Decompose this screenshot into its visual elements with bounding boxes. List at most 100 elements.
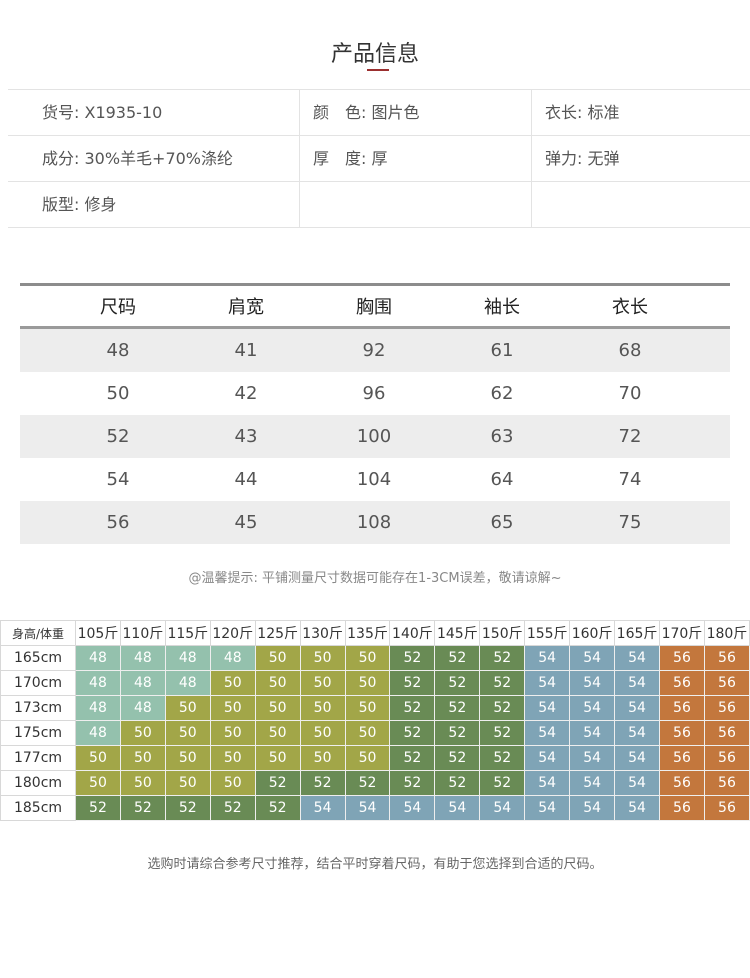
size-cell: 52 [479,720,526,746]
size-cell: 54 [614,645,660,671]
size-cell: 104 [356,469,392,490]
size-cell: 54 [389,795,436,821]
size-cell: 50 [164,770,211,796]
weight-label: 125斤 [254,620,301,646]
size-cell: 52 [254,770,301,796]
size-cell: 50 [209,770,256,796]
size-cell: 45 [234,512,258,533]
info-cell [300,182,532,227]
size-cell: 54 [569,645,616,671]
size-cell: 75 [618,512,642,533]
info-cell [532,182,750,227]
size-cell: 56 [703,670,750,696]
size-cell: 52 [479,745,526,771]
size-cell: 52 [434,720,481,746]
size-cell: 52 [209,795,256,821]
size-cell: 48 [75,695,121,721]
size-row: 48 41 92 61 68 [20,329,730,372]
size-cell: 56 [703,770,750,796]
size-cell: 50 [164,720,211,746]
info-cell: 成分: 30%羊毛+70%涤纶 [8,136,300,181]
weight-label: 130斤 [299,620,346,646]
size-cell: 54 [524,795,571,821]
weight-label: 160斤 [569,620,616,646]
height-row: 173cm 48 48 50 50 50 50 50 52 52 52 54 54 54 56 56 [0,695,750,721]
weight-label: 155斤 [524,620,571,646]
size-cell: 50 [299,745,346,771]
size-cell: 48 [119,695,166,721]
size-cell: 52 [389,745,436,771]
size-cell: 52 [434,670,481,696]
size-cell: 92 [362,340,386,361]
height-label: 165cm [0,645,76,671]
size-cell: 54 [479,795,526,821]
size-cell: 50 [344,695,391,721]
size-cell: 50 [299,670,346,696]
size-cell: 52 [389,695,436,721]
size-cell: 68 [618,340,642,361]
weight-label: 170斤 [658,620,705,646]
weight-label: 110斤 [119,620,166,646]
size-cell: 54 [524,745,571,771]
size-cell: 48 [164,645,211,671]
size-cell: 50 [344,720,391,746]
size-cell: 50 [209,720,256,746]
size-cell: 50 [344,670,391,696]
height-label: 185cm [0,795,76,821]
size-cell: 54 [524,770,571,796]
size-row: 54 44 104 64 74 [20,458,730,501]
height-label: 180cm [0,770,76,796]
info-cell: 版型: 修身 [8,182,300,227]
size-table: 尺码 肩宽 胸围 袖长 衣长 48 41 92 61 68 50 42 96 62 70 52 43 100 63 7… [20,283,730,544]
size-cell: 100 [356,426,392,447]
size-cell: 56 [658,670,705,696]
info-cell: 衣长: 标准 [545,103,620,122]
size-cell: 52 [106,426,130,447]
size-cell: 63 [490,426,514,447]
weight-label: 145斤 [434,620,481,646]
size-cell: 54 [524,695,571,721]
weight-label: 140斤 [389,620,436,646]
size-cell: 48 [106,340,130,361]
size-cell: 48 [75,720,121,746]
note: @温馨提示: 平铺测量尺寸数据可能存在1-3CM误差，敬请谅解~ [188,571,562,586]
column-header: 尺码 [100,297,136,318]
size-cell: 50 [254,720,301,746]
size-row: 56 45 108 65 75 [20,501,730,544]
height-row: 177cm 50 50 50 50 50 50 50 52 52 52 54 54 54 56 56 [0,745,750,771]
weight-label: 165斤 [614,620,660,646]
size-cell: 43 [234,426,258,447]
size-cell: 56 [658,695,705,721]
column-header: 衣长 [612,297,648,318]
corner-label: 身高/体重 [0,620,76,646]
size-cell: 50 [209,745,256,771]
size-cell: 50 [299,720,346,746]
size-cell: 54 [524,645,571,671]
info-cell: 货号: X1935-10 [8,90,300,135]
size-cell: 108 [356,512,392,533]
weight-label: 120斤 [209,620,256,646]
size-cell: 52 [434,745,481,771]
size-header: 尺码 肩宽 胸围 袖长 衣长 [20,286,730,329]
height-label: 177cm [0,745,76,771]
size-cell: 52 [479,670,526,696]
size-cell: 56 [703,645,750,671]
size-cell: 62 [490,383,514,404]
size-cell: 54 [434,795,481,821]
column-header: 肩宽 [228,297,264,318]
info-row: 货号: X1935-10 颜 色: 图片色 衣长: 标准 [8,90,750,136]
size-cell: 54 [524,670,571,696]
size-cell: 54 [614,720,660,746]
height-row: 175cm 48 50 50 50 50 50 50 52 52 52 54 54 54 56 56 [0,720,750,746]
size-cell: 74 [618,469,642,490]
weight-label: 135斤 [344,620,391,646]
size-cell: 52 [389,645,436,671]
size-cell: 64 [490,469,514,490]
size-cell: 50 [75,770,121,796]
size-cell: 70 [618,383,642,404]
size-cell: 61 [490,340,514,361]
size-cell: 54 [344,795,391,821]
recommendation-table: 身高/体重 105斤 110斤 115斤 120斤 125斤 130斤 135斤 140斤 145… [0,620,750,821]
height-row: 185cm 52 52 52 52 52 54 54 54 54 54 54 54 54 56 56 [0,795,750,821]
